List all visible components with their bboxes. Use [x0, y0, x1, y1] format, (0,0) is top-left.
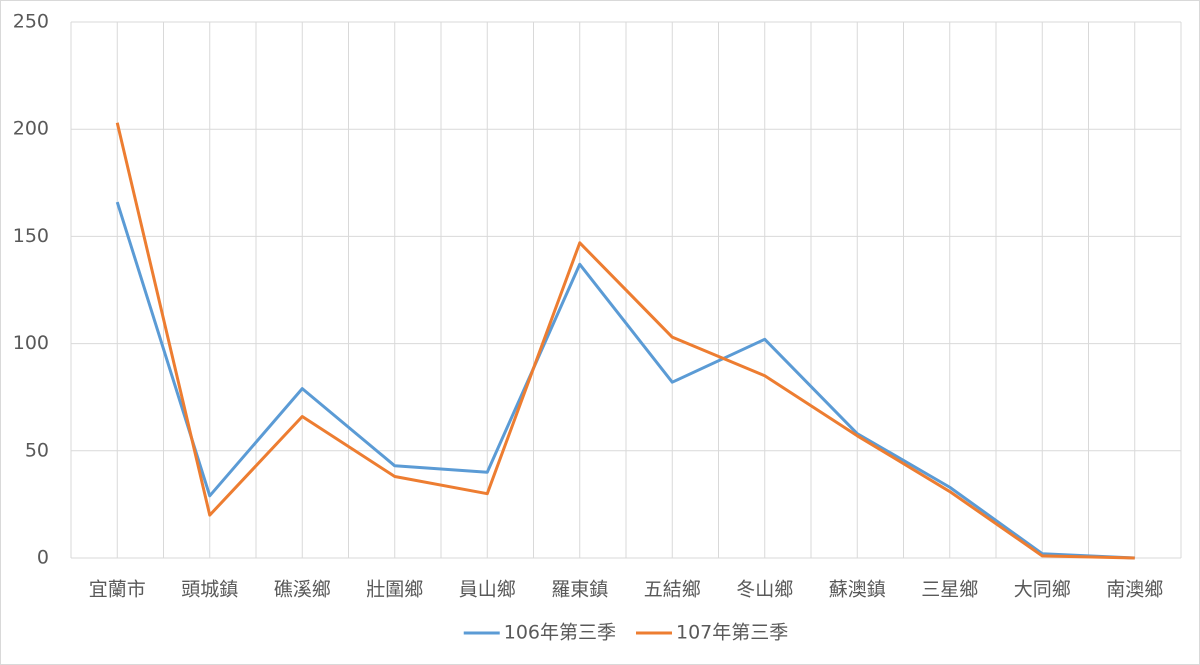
legend-label: 106年第三季: [504, 622, 616, 644]
legend-label: 107年第三季: [676, 622, 788, 644]
y-tick-label: 150: [13, 225, 49, 247]
x-tick-label: 三星鄉: [921, 579, 978, 601]
x-tick-label: 壯圍鄉: [366, 579, 423, 601]
x-tick-label: 羅東鎮: [551, 579, 608, 601]
x-tick-label: 大同鄉: [1014, 579, 1071, 601]
x-tick-label: 蘇澳鎮: [829, 579, 886, 601]
y-tick-label: 100: [13, 332, 49, 354]
y-tick-label: 50: [25, 439, 49, 461]
x-tick-label: 南澳鄉: [1106, 579, 1163, 601]
x-tick-label: 頭城鎮: [181, 579, 238, 601]
x-tick-label: 五結鄉: [644, 579, 701, 601]
x-tick-label: 員山鄉: [459, 579, 516, 601]
legend-item: 107年第三季: [636, 622, 788, 644]
x-tick-label: 冬山鄉: [736, 579, 793, 601]
y-tick-label: 200: [13, 118, 49, 140]
y-tick-label: 0: [37, 547, 49, 569]
line-series: [115, 201, 1135, 560]
line-series: [115, 122, 1135, 560]
x-tick-label: 礁溪鄉: [274, 579, 331, 601]
y-tick-label: 250: [13, 11, 49, 33]
legend-item: 106年第三季: [463, 622, 616, 644]
x-tick-label: 宜蘭市: [89, 579, 146, 601]
